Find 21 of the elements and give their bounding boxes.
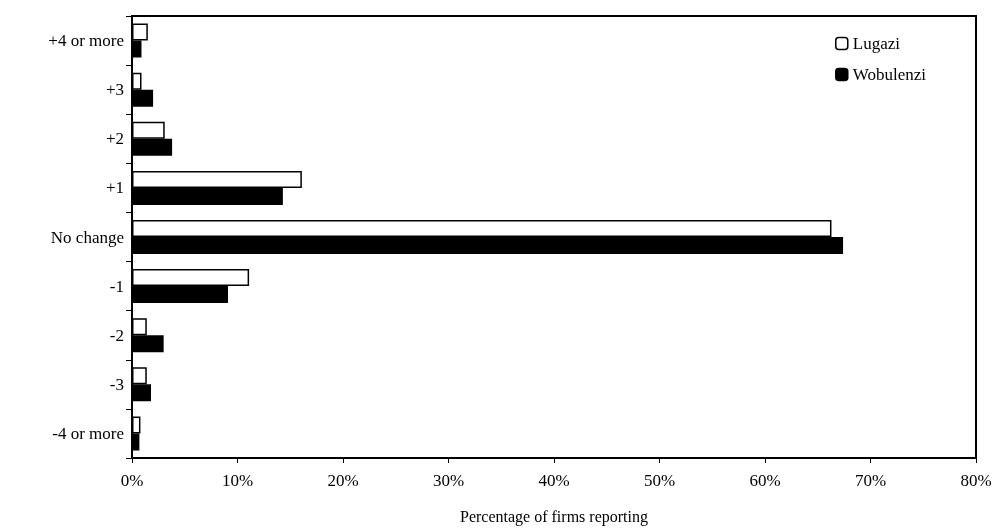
x-tick-label: 40% bbox=[538, 471, 570, 490]
x-tick-label: 30% bbox=[432, 471, 465, 490]
y-tick-label: +3 bbox=[105, 80, 124, 100]
y-tick-label: +4 or more bbox=[48, 31, 124, 51]
y-tick-label: -4 or more bbox=[52, 423, 124, 443]
legend-label: Wobulenzi bbox=[852, 65, 927, 84]
y-tick-label: -3 bbox=[109, 374, 124, 394]
legend-label: Lugazi bbox=[852, 34, 901, 53]
x-tick-label: 50% bbox=[643, 471, 676, 490]
x-tick-label: 10% bbox=[221, 471, 254, 490]
y-tick-label: -1 bbox=[109, 276, 124, 296]
x-tick-label: 70% bbox=[854, 471, 887, 490]
x-axis-title: Percentage of firms reporting bbox=[460, 507, 648, 526]
x-tick-label: 80% bbox=[960, 471, 992, 490]
y-tick-label: No change bbox=[50, 227, 124, 247]
y-tick-label: +2 bbox=[105, 129, 124, 149]
x-tick-label: 0% bbox=[120, 471, 144, 490]
y-tick-label: +1 bbox=[105, 178, 124, 198]
x-tick-label: 60% bbox=[749, 471, 781, 490]
y-tick-label: -2 bbox=[109, 325, 124, 345]
x-tick-label: 20% bbox=[327, 471, 359, 490]
